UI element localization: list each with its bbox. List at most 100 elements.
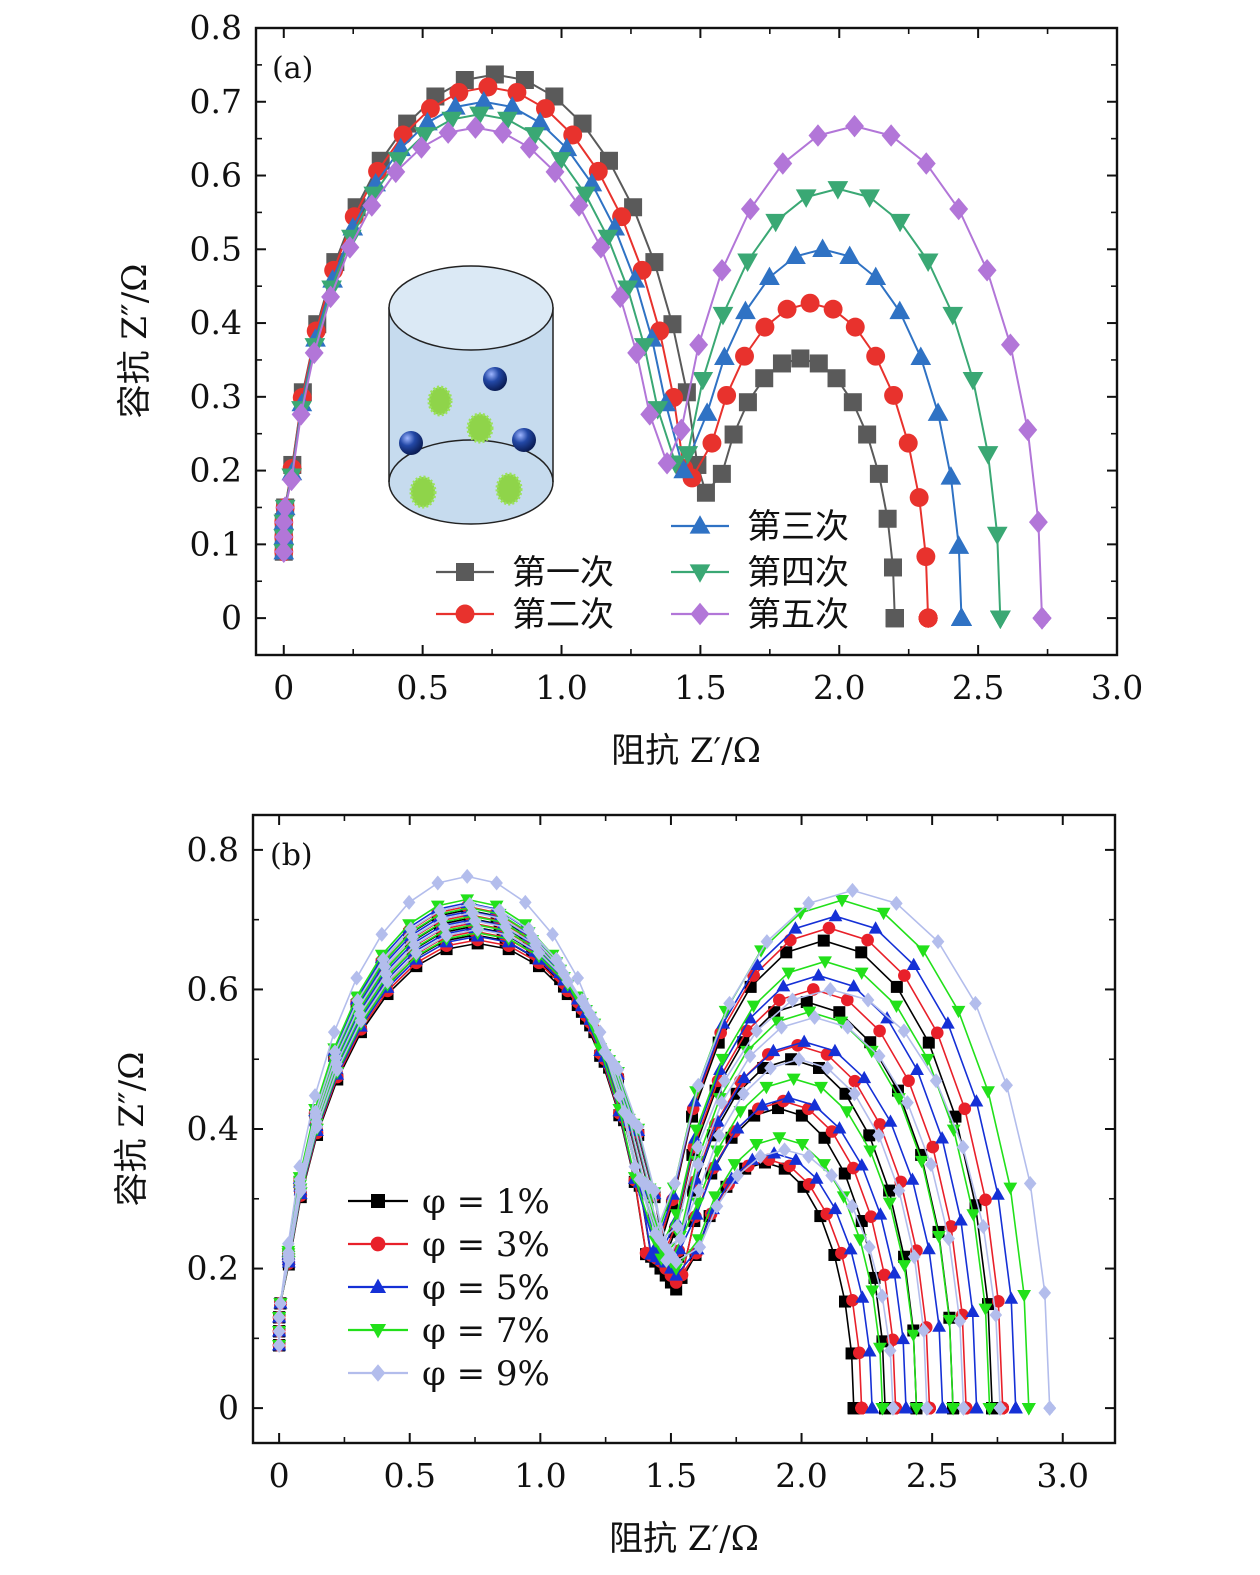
data-point (839, 1087, 852, 1100)
data-point (969, 995, 982, 1011)
legend-marker (689, 515, 711, 534)
data-point (743, 1011, 757, 1024)
data-point (772, 993, 786, 1007)
data-point (376, 951, 390, 967)
data-point (293, 1159, 306, 1175)
data-point (691, 1234, 706, 1247)
data-point (800, 293, 820, 313)
data-point (942, 1314, 957, 1328)
data-point (757, 1061, 770, 1074)
data-point (493, 121, 513, 144)
data-point (989, 610, 1011, 629)
data-point (689, 1207, 704, 1220)
data-point (713, 1062, 727, 1075)
data-point (628, 1159, 642, 1175)
data-point (368, 161, 387, 181)
data-point (922, 1036, 935, 1049)
legend-marker (369, 1324, 387, 1339)
data-point (710, 1198, 724, 1214)
data-point (976, 1218, 990, 1234)
cell-cylinder-schematic (388, 265, 554, 525)
y-axis-title-b: 容抗 Z″/Ω (112, 1052, 152, 1207)
data-point (393, 125, 413, 145)
data-point (916, 547, 936, 567)
data-point (896, 1331, 910, 1345)
data-point (906, 957, 921, 970)
data-point (274, 540, 294, 563)
legend-label: 第五次 (747, 595, 849, 635)
data-point (714, 346, 735, 365)
data-point (291, 403, 311, 426)
data-point (723, 995, 736, 1011)
data-point (846, 882, 859, 898)
data-point (835, 895, 849, 908)
data-point (932, 1319, 947, 1332)
data-point (375, 926, 389, 942)
data-point (965, 1304, 980, 1317)
x-tick-label: 1.0 (514, 1456, 566, 1495)
data-point (712, 464, 731, 483)
plot-b-area (272, 868, 1056, 1416)
data-point (738, 393, 757, 412)
data-point (989, 1307, 1003, 1323)
data-point (876, 907, 891, 921)
data-point (309, 1104, 322, 1120)
data-point (865, 1285, 880, 1298)
data-point (902, 1074, 915, 1088)
data-point (840, 1106, 854, 1119)
data-point (951, 607, 972, 626)
x-tick-label: 3.0 (1091, 668, 1143, 707)
data-point (978, 1303, 993, 1316)
data-point (693, 1239, 707, 1255)
data-point (730, 1121, 745, 1134)
data-point (272, 1337, 286, 1353)
data-point (859, 189, 880, 208)
data-point (981, 1086, 995, 1099)
data-point (773, 152, 793, 175)
data-point (846, 1294, 859, 1307)
data-point (868, 921, 883, 934)
data-point (776, 979, 791, 992)
data-point (556, 137, 578, 157)
data-point (828, 908, 843, 922)
data-point (328, 1044, 342, 1060)
data-point (864, 1045, 879, 1059)
data-point (737, 253, 758, 272)
data-point (438, 121, 458, 144)
data-point (743, 1048, 757, 1064)
legend-item: 第一次 (436, 553, 614, 593)
data-point (926, 1140, 940, 1154)
data-point (571, 970, 585, 986)
legend-marker (369, 1278, 387, 1293)
data-point (272, 1309, 286, 1325)
axes-a-ticks: 0 0.5 1.0 1.5 2.0 2.5 3.0 0 0.1 0.2 0.3 0.4 0.5 0.6 0.… (190, 8, 1144, 707)
data-point (892, 1093, 906, 1106)
data-point (648, 1183, 661, 1199)
data-point (843, 1242, 858, 1255)
legend-marker (690, 602, 710, 626)
data-point (712, 258, 732, 282)
data-point (733, 1106, 748, 1119)
data-point (836, 1191, 851, 1204)
data-point (493, 903, 506, 919)
data-point (768, 1006, 781, 1019)
data-point (727, 1159, 742, 1172)
data-point (920, 1053, 935, 1067)
data-point (692, 1183, 706, 1199)
data-point (784, 933, 797, 947)
data-point (917, 253, 939, 272)
data-point (441, 111, 463, 131)
data-point (282, 1244, 295, 1260)
data-point (823, 299, 843, 319)
data-point (755, 1098, 770, 1111)
data-point (910, 1062, 924, 1075)
data-point (617, 1104, 631, 1120)
data-point (561, 974, 575, 990)
plot-a-area (273, 65, 1052, 630)
data-point (673, 459, 695, 479)
data-point (735, 300, 756, 320)
data-point (823, 981, 837, 997)
legend-item: φ = 3% (348, 1225, 550, 1265)
data-point (381, 974, 394, 990)
